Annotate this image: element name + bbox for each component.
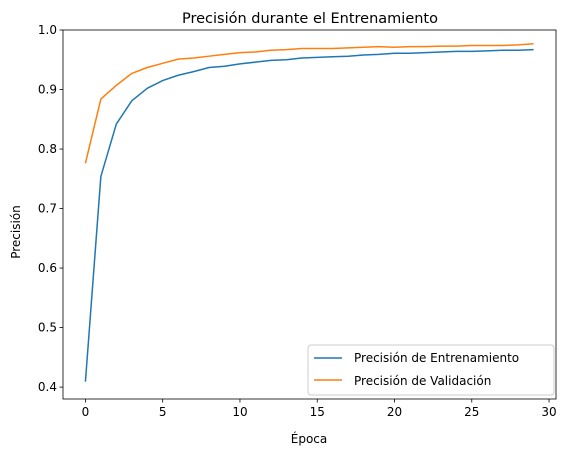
x-tick-label: 20 xyxy=(387,405,402,419)
x-tick-label: 10 xyxy=(232,405,247,419)
x-tick-label: 5 xyxy=(159,405,167,419)
y-tick-label: 1.0 xyxy=(38,23,57,37)
y-tick-label: 0.7 xyxy=(38,202,57,216)
x-tick-label: 30 xyxy=(541,405,556,419)
chart-title: Precisión durante el Entrenamiento xyxy=(182,11,438,27)
y-tick-label: 0.4 xyxy=(38,380,57,394)
y-tick-label: 0.8 xyxy=(38,142,57,156)
x-tick-label: 15 xyxy=(310,405,325,419)
legend-label-train: Precisión de Entrenamiento xyxy=(354,351,519,365)
x-axis-label: Época xyxy=(291,431,328,446)
y-tick-label: 0.5 xyxy=(38,321,57,335)
y-tick-label: 0.6 xyxy=(38,261,57,275)
y-tick-label: 0.9 xyxy=(38,83,57,97)
x-tick-label: 0 xyxy=(82,405,90,419)
x-tick-label: 25 xyxy=(464,405,479,419)
legend: Precisión de Entrenamiento Precisión de … xyxy=(308,345,554,395)
y-axis-label: Precisión xyxy=(9,205,23,259)
legend-label-validation: Precisión de Validación xyxy=(354,374,491,388)
